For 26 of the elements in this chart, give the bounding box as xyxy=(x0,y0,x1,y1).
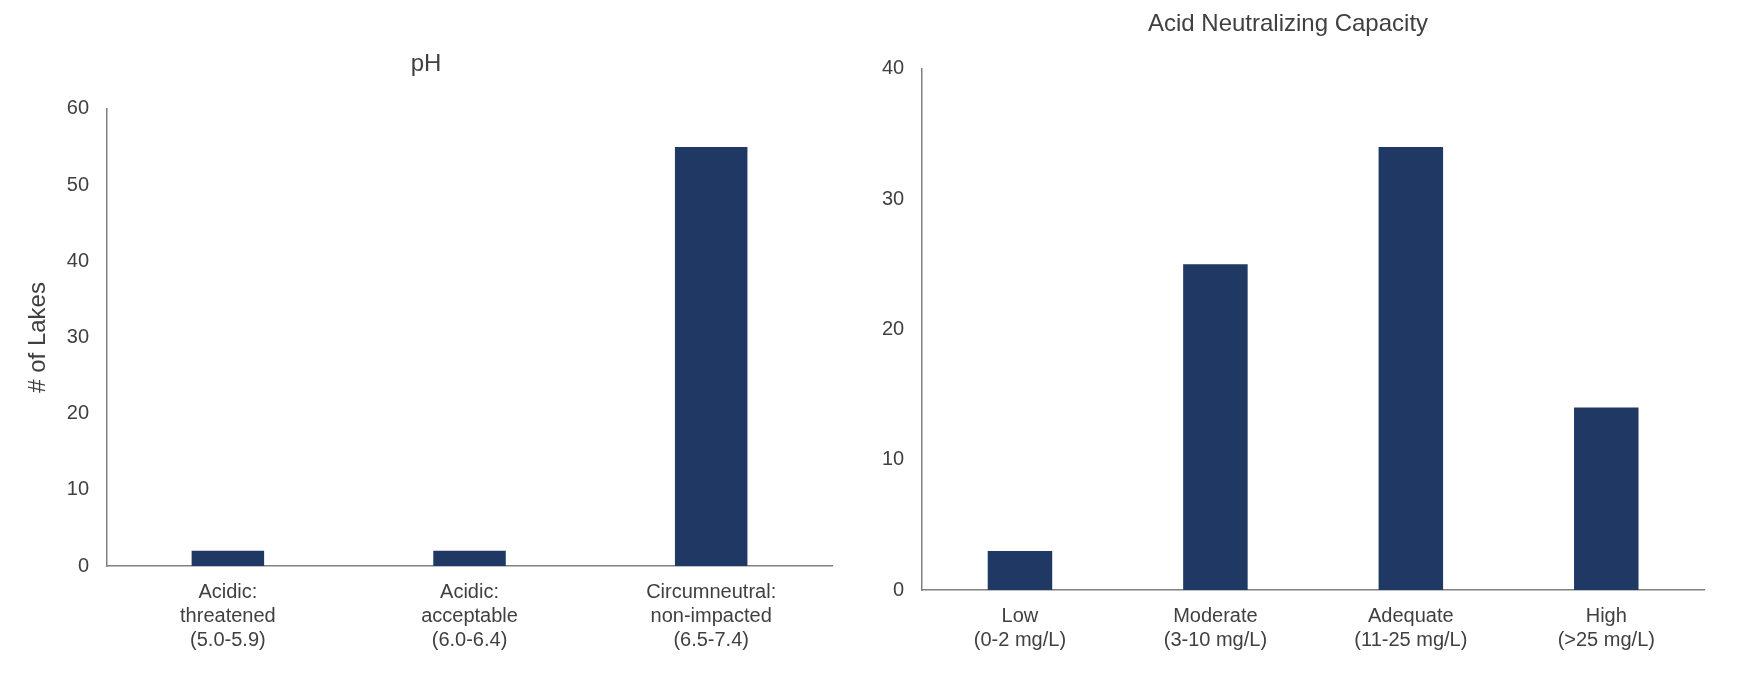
y-tick-label: 10 xyxy=(882,447,905,470)
chart-title: Acid Neutralizing Capacity xyxy=(1147,9,1429,37)
y-tick-label: 20 xyxy=(882,316,905,339)
y-tick-label: 60 xyxy=(66,96,90,119)
y-tick-label: 40 xyxy=(66,248,90,271)
y-tick-label: 0 xyxy=(77,553,90,576)
bar xyxy=(1574,407,1639,590)
bar xyxy=(1378,146,1444,590)
x-tick-label: Low (0-2 mg/L) xyxy=(973,603,1067,650)
y-tick-label: 50 xyxy=(66,172,90,195)
y-tick-label: 0 xyxy=(893,577,905,600)
x-tick-label: Acidic: threatened (5.0-5.9) xyxy=(180,579,276,650)
x-tick-label: Moderate (3-10 mg/L) xyxy=(1163,603,1268,650)
y-tick-label: 40 xyxy=(882,56,905,79)
y-tick-label: 30 xyxy=(882,186,905,209)
bar xyxy=(1183,264,1248,590)
y-axis-title: # of Lakes xyxy=(23,282,51,393)
y-tick-label: 20 xyxy=(66,401,90,424)
y-tick-label: 30 xyxy=(66,324,90,347)
x-tick-label: High (>25 mg/L) xyxy=(1557,603,1655,650)
chart-title: pH xyxy=(410,49,442,77)
bar xyxy=(987,550,1053,590)
x-tick-label: Acidic: acceptable (6.0-6.4) xyxy=(421,579,518,650)
y-tick-label: 10 xyxy=(66,477,90,500)
x-tick-label: Circumneutral: non-impacted (6.5-7.4) xyxy=(646,579,777,650)
x-tick-label: Adequate (11-25 mg/L) xyxy=(1354,603,1468,650)
